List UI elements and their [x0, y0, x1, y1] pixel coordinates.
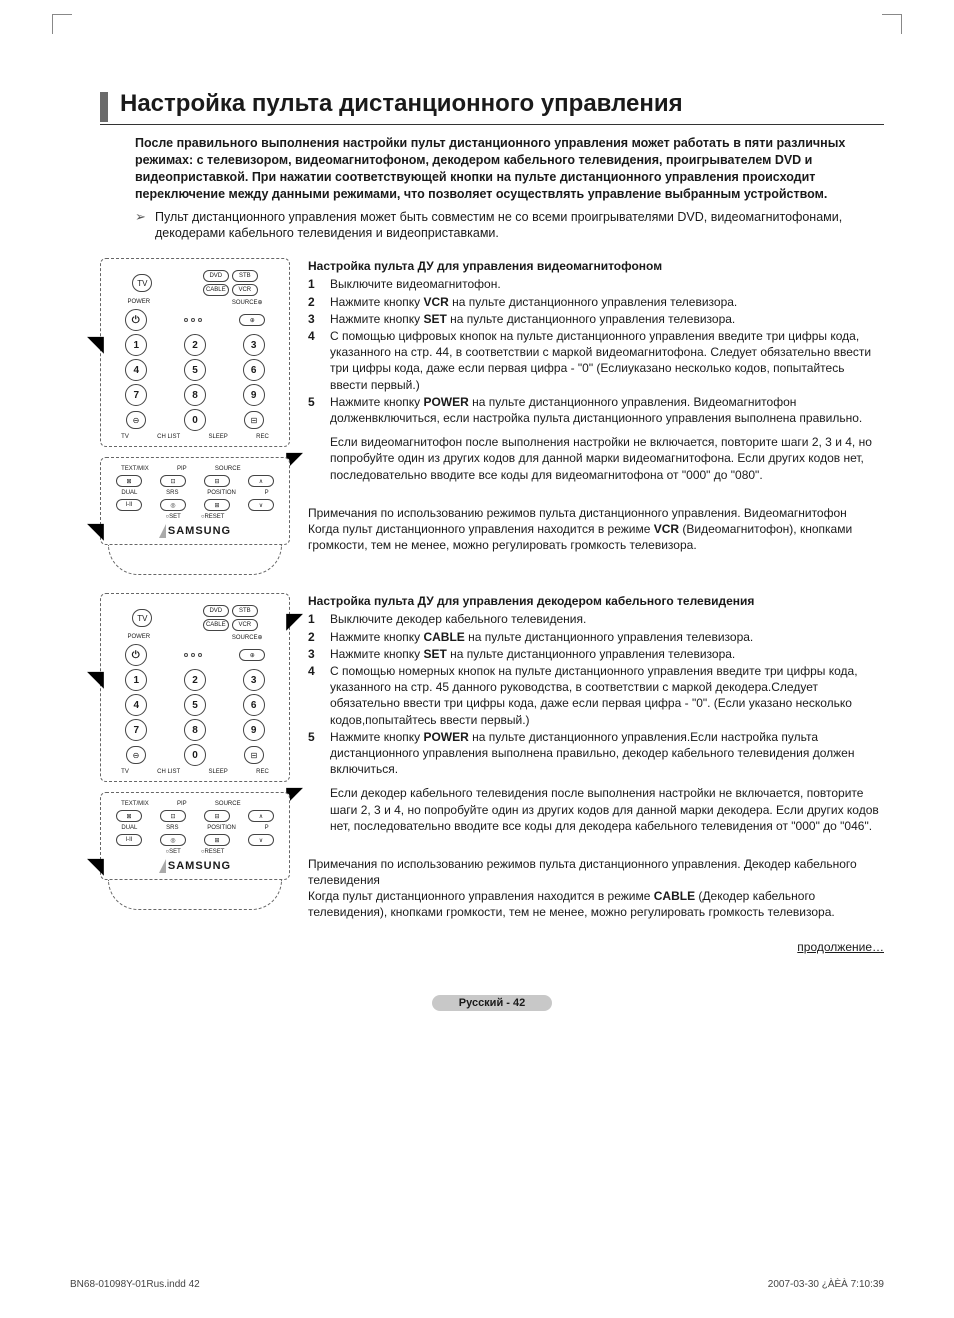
page: Настройка пульта дистанционного управлен…: [0, 0, 954, 1318]
vcr-button: VCR: [232, 284, 258, 296]
label: SLEEP: [208, 434, 227, 440]
stb-button: STB: [232, 605, 258, 617]
crop-mark: [882, 14, 902, 34]
digit-6: 6: [243, 359, 265, 381]
remote-curve: [108, 880, 282, 910]
label: TV: [121, 434, 129, 440]
divider: [100, 124, 884, 125]
crop-mark: [52, 14, 72, 34]
mini-btn: ⊞: [204, 499, 230, 511]
mini-btn: ◎: [160, 499, 186, 511]
remote-curve: [108, 545, 282, 575]
label: CH LIST: [157, 434, 180, 440]
footer-left: BN68-01098Y-01Rus.indd 42: [70, 1279, 200, 1290]
pointer-icon: ◥: [87, 518, 104, 544]
vcr-instructions: Настройка пульта ДУ для управления видео…: [308, 258, 884, 575]
remote-top: TV DVD STB CABLE VCR ◤ POWERSOURCE⊕: [100, 593, 290, 782]
page-number-badge: Русский - 42: [432, 995, 552, 1011]
cable-usage-note: Примечания по использованию режимов пуль…: [308, 856, 884, 921]
remote-bottom: TEXT/MIX PIP SOURCE ⊠ ⊡ ⊟ ∧ DUAL SRS POS…: [100, 457, 290, 545]
source-button: ⊕: [239, 314, 265, 326]
pointer-icon: ◥: [87, 666, 104, 692]
compat-note-text: Пульт дистанционного управления может бы…: [155, 209, 884, 243]
pointer-icon: ◥: [87, 853, 104, 879]
mini-btn: ∨: [248, 499, 274, 511]
continue-link: продолжение…: [308, 939, 884, 955]
section-cable: TV DVD STB CABLE VCR ◤ POWERSOURCE⊕: [100, 593, 884, 955]
vcr-fallback: Если видеомагнитофон после выполнения на…: [330, 434, 884, 483]
source-label: SOURCE⊕: [232, 299, 263, 306]
mini-btn: ⊠: [116, 475, 142, 487]
vcr-heading: Настройка пульта ДУ для управления видео…: [308, 258, 884, 274]
footer: BN68-01098Y-01Rus.indd 42 2007-03-30 ¿ÀÈ…: [70, 1279, 884, 1290]
vcr-button: VCR: [232, 619, 258, 631]
pointer-icon: ◥: [87, 331, 104, 357]
vcr-steps: 1Выключите видеомагнитофон. 2Нажмите кно…: [308, 276, 884, 426]
digit-8: 8: [184, 384, 206, 406]
section-vcr: TV DVD STB CABLE VCR POWER SOURCE⊕: [100, 258, 884, 575]
tv-button: TV: [132, 609, 152, 627]
mini-btn: ∧: [248, 475, 274, 487]
mini-btn: ⊟: [204, 475, 230, 487]
cable-heading: Настройка пульта ДУ для управления декод…: [308, 593, 884, 609]
remote-top: TV DVD STB CABLE VCR POWER SOURCE⊕: [100, 258, 290, 447]
arrow-icon: ➢: [135, 209, 155, 243]
vcr-usage-note: Примечания по использованию режимов пуль…: [308, 505, 884, 554]
digit-7: 7: [125, 384, 147, 406]
btn-blank: ⊟: [244, 411, 264, 429]
compat-note: ➢ Пульт дистанционного управления может …: [135, 209, 884, 243]
stb-button: STB: [232, 270, 258, 282]
reset-label: RESET: [204, 514, 224, 520]
btn-blank: ⊖: [126, 411, 146, 429]
cable-fallback: Если декодер кабельного телевидения посл…: [330, 785, 884, 834]
digit-2: 2: [184, 334, 206, 356]
samsung-logo: SAMSUNG: [107, 859, 283, 873]
remote-illustration-vcr: TV DVD STB CABLE VCR POWER SOURCE⊕: [100, 258, 290, 575]
intro-paragraph: После правильного выполнения настройки п…: [135, 135, 884, 203]
tv-button: TV: [132, 274, 152, 292]
dvd-button: DVD: [203, 270, 229, 282]
power-icon: ⏻: [125, 309, 147, 331]
mini-btn: ⊡: [160, 475, 186, 487]
cable-button: CABLE: [203, 284, 229, 296]
set-label: SET: [169, 514, 181, 520]
digit-3: 3: [243, 334, 265, 356]
cable-button: CABLE: [203, 619, 229, 631]
power-icon: ⏻: [125, 644, 147, 666]
accent-bar: [100, 92, 108, 122]
source-button: ⊕: [239, 649, 265, 661]
label: REC: [256, 434, 269, 440]
remote-bottom: TEXT/MIX PIP SOURCE ⊠ ⊡ ⊟ ∧ DUAL SRS POS…: [100, 792, 290, 880]
samsung-logo: SAMSUNG: [107, 524, 283, 538]
page-title: Настройка пульта дистанционного управлен…: [120, 90, 884, 118]
digit-5: 5: [184, 359, 206, 381]
cable-instructions: Настройка пульта ДУ для управления декод…: [308, 593, 884, 955]
footer-right: 2007-03-30 ¿ÀÈÀ 7:10:39: [768, 1279, 884, 1290]
power-label: POWER: [127, 299, 150, 306]
pointer-icon: ◤: [286, 608, 303, 634]
mini-btn: I-II: [116, 499, 142, 511]
remote-illustration-cable: TV DVD STB CABLE VCR ◤ POWERSOURCE⊕: [100, 593, 290, 955]
digit-0: 0: [184, 409, 206, 431]
digit-9: 9: [243, 384, 265, 406]
dvd-button: DVD: [203, 605, 229, 617]
digit-4: 4: [125, 359, 147, 381]
digit-1: 1: [125, 334, 147, 356]
cable-steps: 1Выключите декодер кабельного телевидени…: [308, 611, 884, 777]
